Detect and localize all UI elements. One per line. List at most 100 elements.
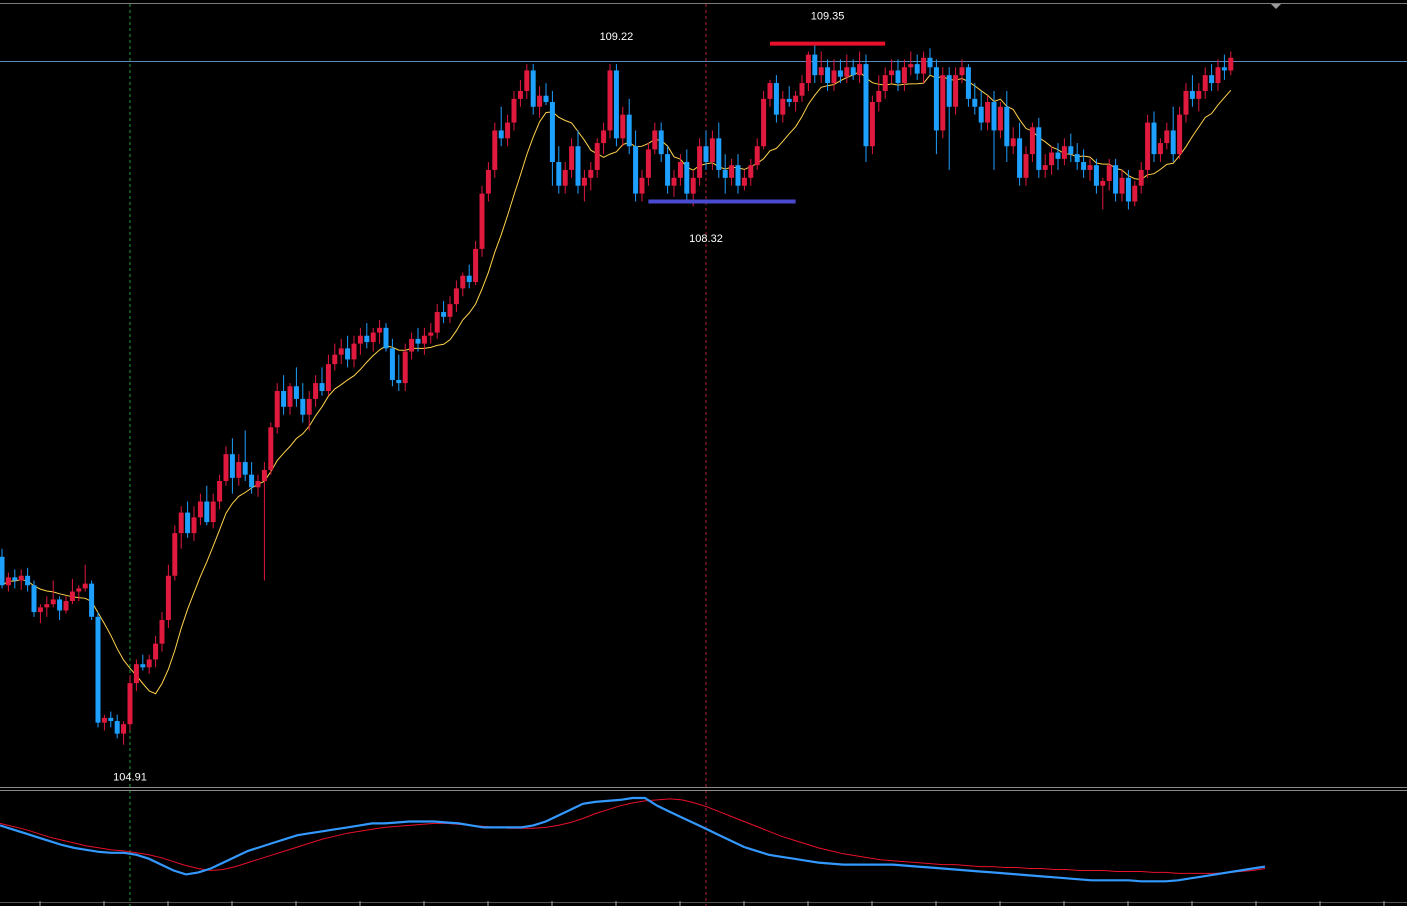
candle	[895, 59, 901, 91]
candle-body	[620, 114, 626, 139]
candle-body	[172, 533, 178, 576]
candle-body	[313, 383, 319, 399]
candle-body	[556, 162, 562, 186]
candle-body	[1177, 114, 1183, 155]
candle-body	[69, 591, 75, 602]
candle-body	[652, 130, 658, 150]
price-label-3: 104.91	[113, 772, 147, 784]
candle	[549, 90, 555, 186]
candle	[217, 474, 223, 510]
candle	[1221, 54, 1227, 80]
candle-body	[191, 517, 197, 534]
candle	[1132, 180, 1138, 207]
candle-body	[658, 130, 664, 155]
candle-body	[428, 332, 434, 336]
candle	[882, 67, 888, 99]
candle-body	[204, 501, 210, 523]
candle	[1170, 106, 1176, 163]
candle	[204, 485, 210, 526]
candle-body	[95, 616, 101, 723]
candle-body	[665, 154, 671, 186]
candle-body	[1029, 127, 1035, 155]
candle-body	[498, 130, 504, 139]
candle-body	[370, 332, 376, 343]
candle	[639, 169, 645, 202]
candle-body	[594, 143, 600, 170]
candle	[57, 596, 63, 620]
candle	[1202, 67, 1208, 99]
candle-body	[281, 391, 287, 407]
candle-body	[511, 98, 517, 123]
candle	[441, 300, 447, 324]
candle-body	[613, 70, 619, 139]
candle	[601, 122, 607, 155]
candle	[1119, 169, 1125, 202]
candle	[370, 327, 376, 352]
candle	[101, 714, 107, 731]
candle-body	[754, 146, 760, 166]
candle	[249, 462, 255, 494]
candle	[703, 130, 709, 170]
candle-body	[5, 577, 11, 586]
candle	[306, 391, 312, 431]
candle	[645, 143, 651, 186]
candlestick-series	[0, 43, 1234, 745]
candle	[377, 319, 383, 344]
candle	[338, 338, 344, 365]
candle	[89, 580, 95, 620]
candle-body	[1023, 154, 1029, 178]
candle	[242, 430, 248, 482]
candle	[1068, 133, 1074, 163]
candle	[658, 122, 664, 163]
candle-body	[421, 335, 427, 344]
candle	[1106, 158, 1112, 191]
candle-body	[389, 348, 395, 380]
candle-body	[972, 98, 978, 107]
candle	[351, 335, 357, 368]
candle-body	[114, 721, 120, 734]
candle-body	[767, 83, 773, 99]
candle-body	[1157, 143, 1163, 155]
candle	[300, 383, 306, 423]
candle	[543, 83, 549, 106]
candle-body	[76, 588, 82, 592]
candle	[1100, 177, 1106, 210]
candle-body	[978, 106, 984, 123]
candle-body	[466, 275, 472, 283]
level-lines	[648, 41, 886, 204]
candle-body	[1100, 180, 1106, 186]
candle-body	[140, 664, 146, 668]
candle-body	[1074, 154, 1080, 163]
candle	[959, 59, 965, 84]
candle-body	[44, 604, 50, 608]
candle	[613, 64, 619, 147]
candle	[805, 51, 811, 91]
candle-body	[434, 312, 440, 333]
candle	[741, 169, 747, 191]
candle-body	[722, 169, 728, 178]
candle-body	[1061, 146, 1067, 159]
candle	[389, 338, 395, 387]
candle	[825, 59, 831, 91]
candle	[82, 564, 88, 592]
candle-body	[178, 512, 184, 534]
candle-body	[543, 95, 549, 103]
candle-body	[396, 379, 402, 384]
candle	[159, 612, 165, 652]
candle-body	[236, 462, 242, 478]
candle	[677, 154, 683, 186]
candle	[978, 90, 984, 131]
candle	[729, 158, 735, 186]
candle	[581, 169, 587, 202]
candle	[396, 354, 402, 391]
candle-body	[50, 599, 56, 605]
candle	[505, 114, 511, 147]
candle-body	[690, 177, 696, 194]
candle	[223, 446, 229, 486]
candle-body	[1196, 90, 1202, 99]
chart-shift-icon[interactable]	[1271, 4, 1281, 9]
candle-body	[1068, 146, 1074, 155]
candle-body	[537, 95, 543, 107]
candle-body	[89, 583, 95, 617]
